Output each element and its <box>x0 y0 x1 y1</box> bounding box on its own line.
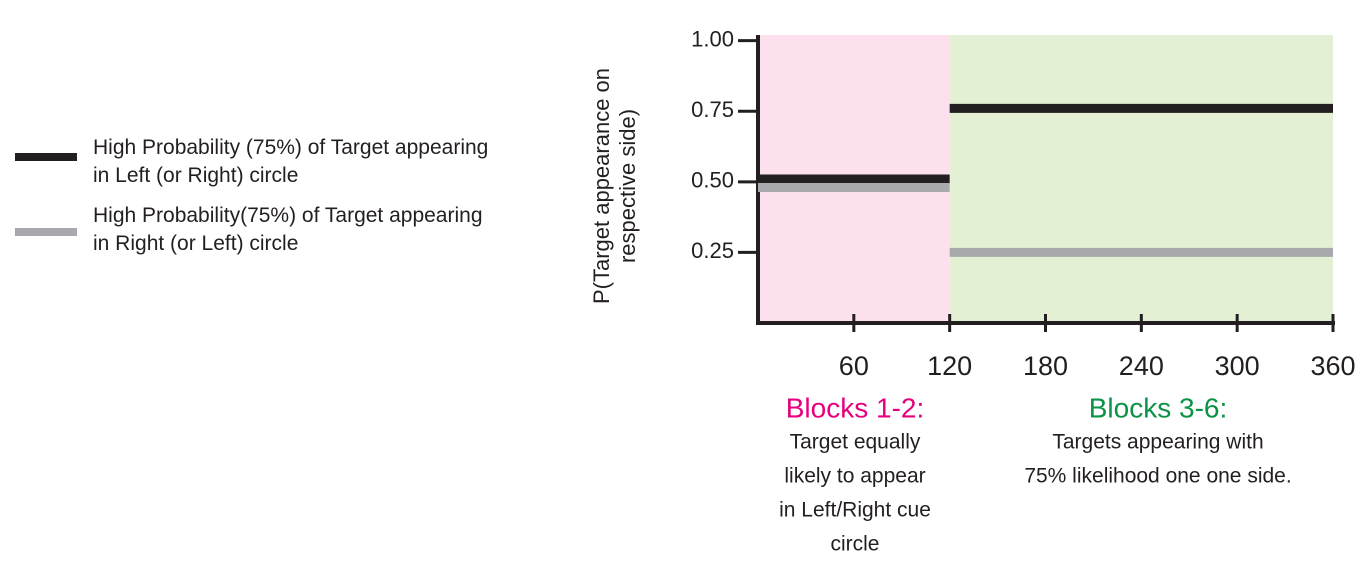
y-tick-label: 0.50 <box>691 168 734 193</box>
region-text: likely to appear <box>784 465 925 488</box>
y-tick-label: 0.25 <box>691 238 734 263</box>
region-text: in Left/Right cue <box>779 499 931 522</box>
region-text: Targets appearing with <box>1052 431 1263 454</box>
x-tick-label: 120 <box>927 351 972 381</box>
series-line <box>758 103 1333 184</box>
region-text: Target equally <box>790 431 921 454</box>
region-text: 75% likelihood one one side. <box>1024 465 1291 488</box>
region-text: circle <box>830 533 879 556</box>
legend-label: High Probability (75%) of Target appeari… <box>93 136 489 187</box>
y-tick-label: 0.75 <box>691 97 734 122</box>
x-tick-label: 240 <box>1119 351 1164 381</box>
x-tick-label: 60 <box>839 351 869 381</box>
series-line <box>758 182 1333 257</box>
x-tick-label: 360 <box>1310 351 1355 381</box>
legend-label: High Probability(75%) of Target appearin… <box>93 204 483 255</box>
x-tick-label: 180 <box>1023 351 1068 381</box>
region-title: Blocks 3-6: <box>1089 392 1228 423</box>
region <box>949 35 1333 323</box>
y-axis-label: P(Target appearance on respective side) <box>589 67 640 305</box>
y-tick-label: 1.00 <box>691 26 734 51</box>
x-tick-label: 300 <box>1215 351 1260 381</box>
region-title: Blocks 1-2: <box>786 392 925 423</box>
